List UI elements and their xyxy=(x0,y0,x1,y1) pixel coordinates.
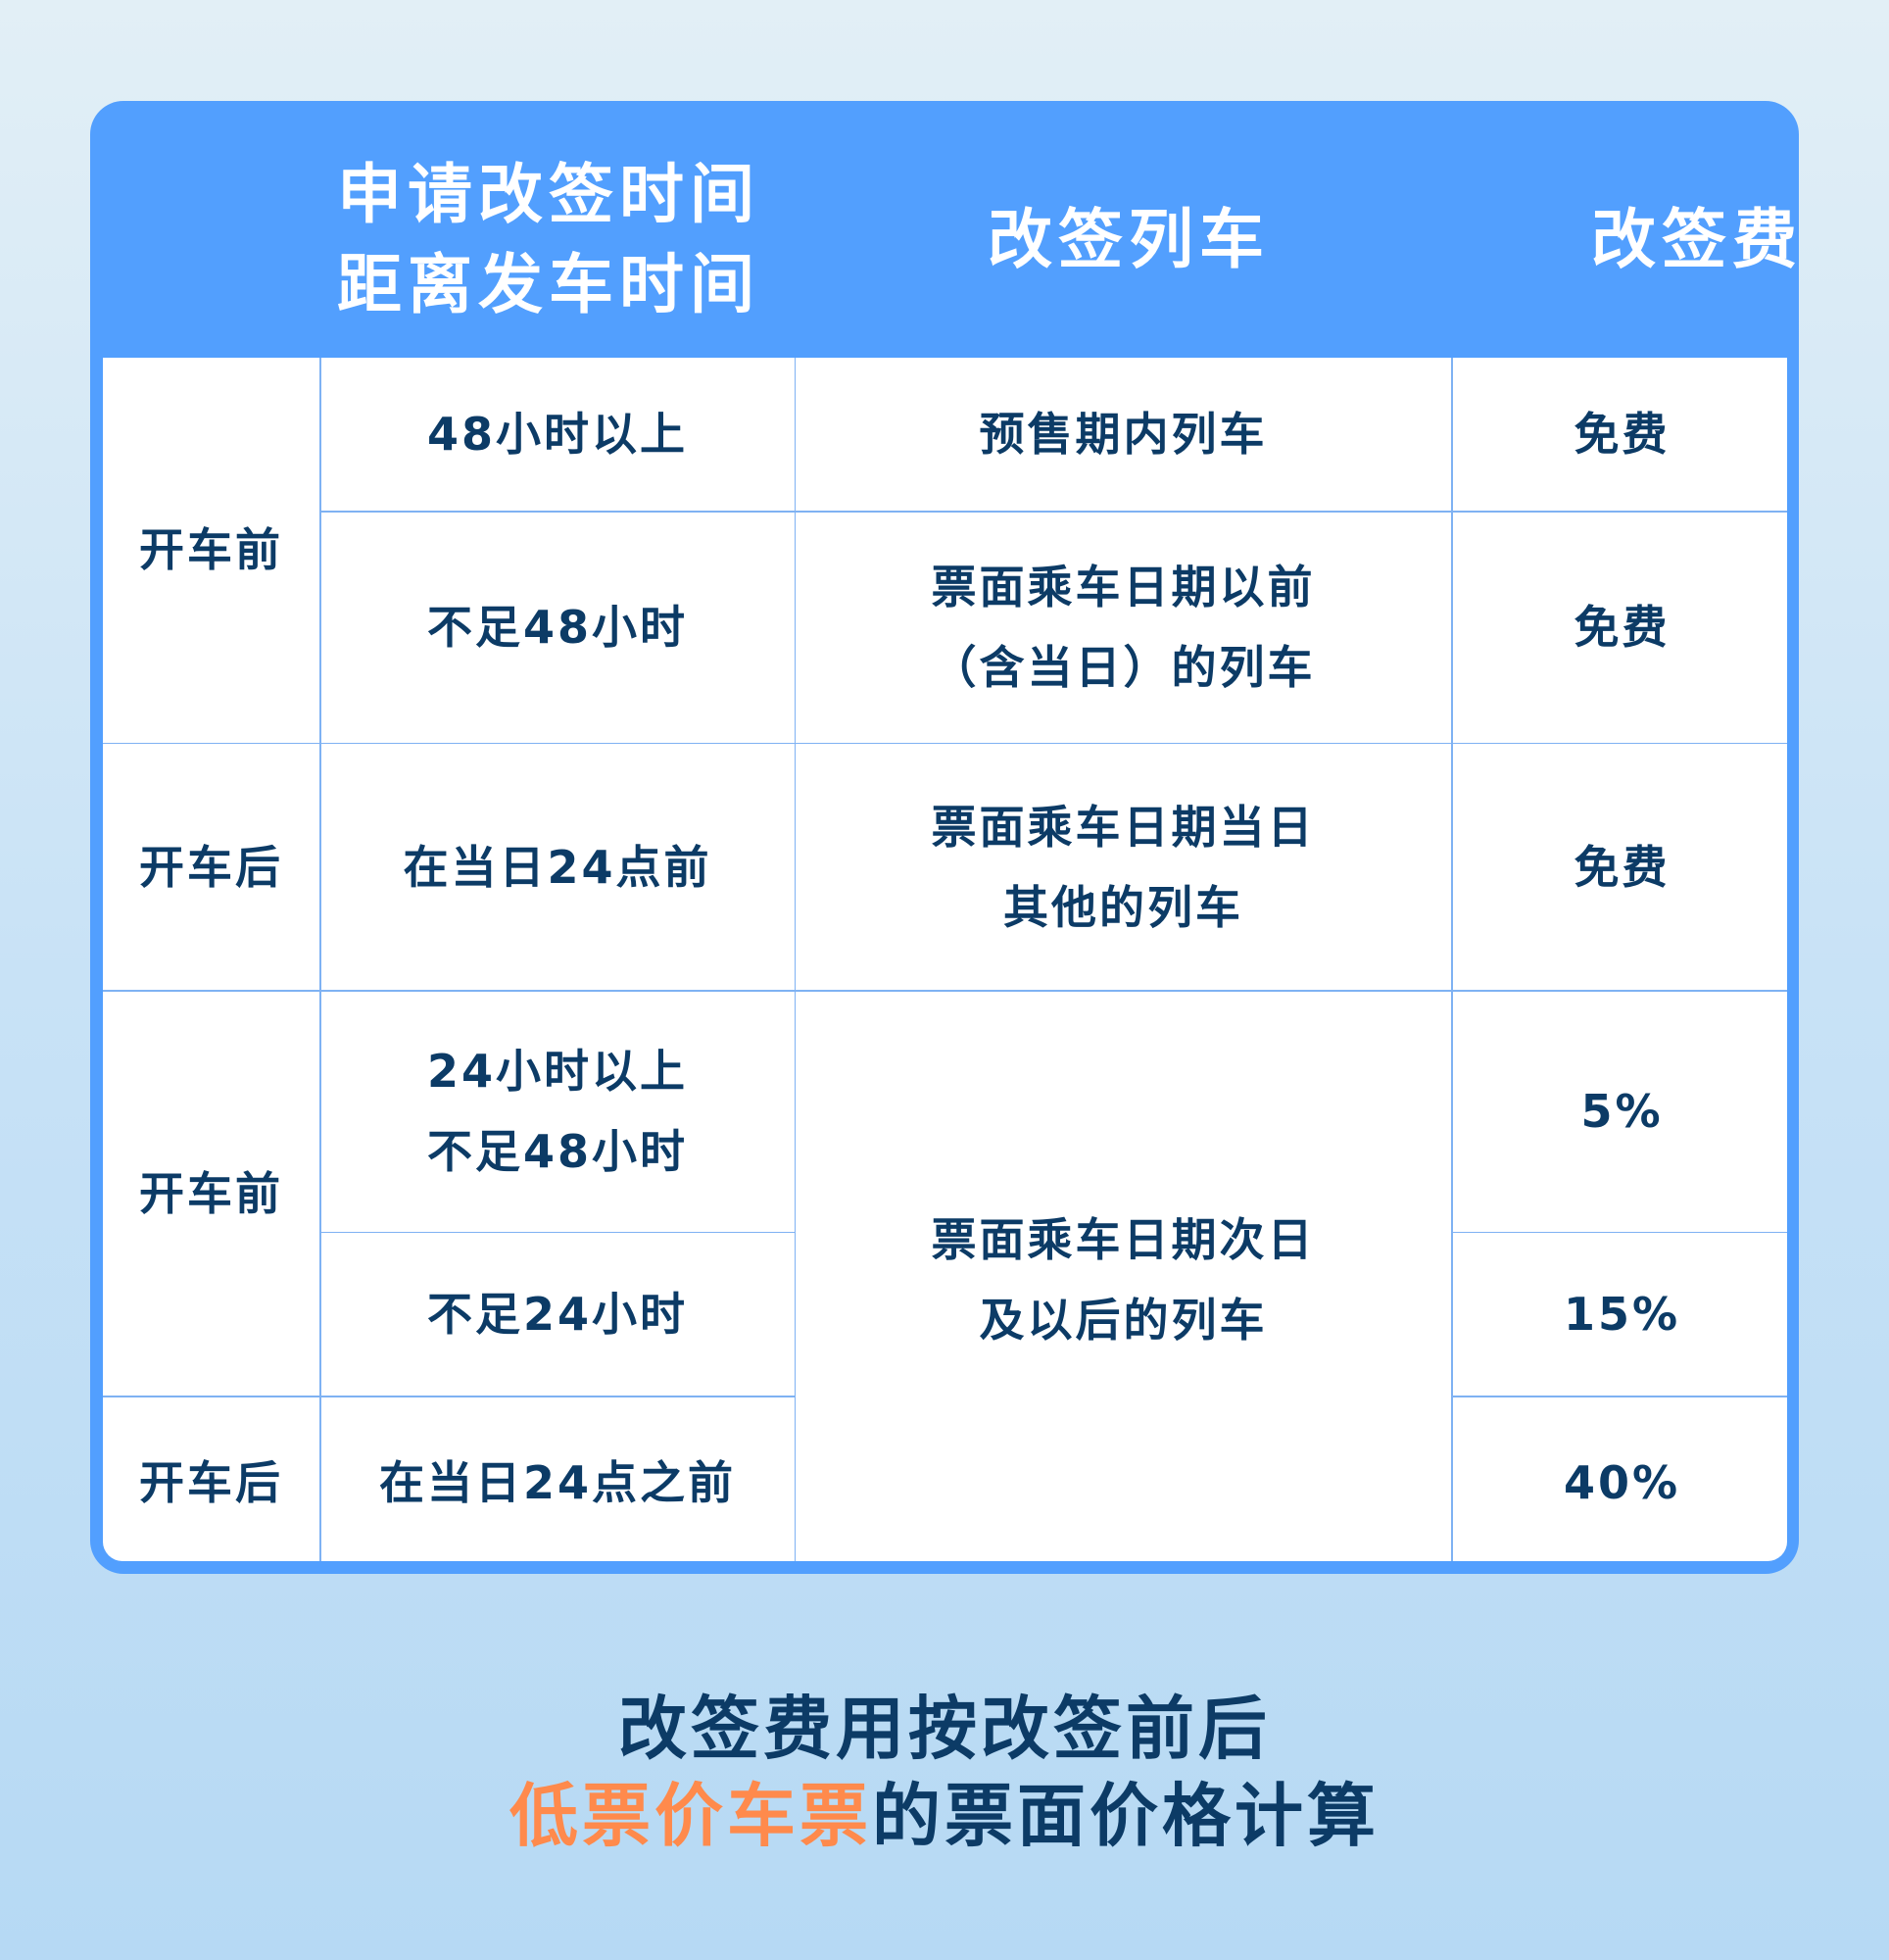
train-line: 票面乘车日期次日 xyxy=(931,1213,1316,1266)
footer-line1: 改签费用按改签前后 xyxy=(618,1689,1271,1769)
train-line: 其他的列车 xyxy=(1003,880,1243,934)
time-cell: 48小时以上 xyxy=(320,358,795,511)
train-line: 及以后的列车 xyxy=(979,1294,1268,1347)
header-train: 改签列车 xyxy=(988,202,1270,277)
train-cell: 票面乘车日期次日 及以后的列车 xyxy=(796,991,1451,1561)
time-cell: 不足48小时 xyxy=(320,512,795,743)
group-label: 开车前 xyxy=(103,358,319,743)
fee-cell: 5% xyxy=(1452,991,1787,1232)
fee-cell: 免费 xyxy=(1452,512,1787,743)
fee-cell: 免费 xyxy=(1452,744,1787,990)
time-cell: 在当日24点前 xyxy=(320,744,795,990)
fee-cell: 免费 xyxy=(1452,358,1787,511)
header-fee: 改签费 xyxy=(1591,202,1803,277)
time-cell: 在当日24点之前 xyxy=(320,1396,795,1561)
time-cell: 不足24小时 xyxy=(320,1233,795,1396)
train-cell: 票面乘车日期当日 其他的列车 xyxy=(796,744,1451,990)
footer-line2: 低票价车票的票面价格计算 xyxy=(0,1761,1889,1860)
fee-table-card: 申请改签时间 距离发车时间 改签列车 改签费 开车前 48小时以上 预售期内列车… xyxy=(90,101,1799,1574)
time-line: 24小时以上 xyxy=(426,1045,688,1098)
fee-table: 开车前 48小时以上 预售期内列车 免费 不足48小时 票面乘车日期以前 （含当… xyxy=(103,358,1787,1561)
footer-highlight: 低票价车票 xyxy=(509,1776,872,1856)
group-label: 开车前 xyxy=(103,991,319,1396)
train-line: （含当日）的列车 xyxy=(931,641,1316,694)
time-cell: 24小时以上 不足48小时 xyxy=(320,991,795,1232)
header-time: 申请改签时间 距离发车时间 xyxy=(304,150,794,330)
footer-rest: 的票面价格计算 xyxy=(872,1776,1380,1856)
group-label: 开车后 xyxy=(103,1396,319,1561)
train-cell: 预售期内列车 xyxy=(796,358,1451,511)
train-line: 票面乘车日期以前 xyxy=(931,561,1316,613)
group-label: 开车后 xyxy=(103,744,319,990)
header-time-line2: 距离发车时间 xyxy=(337,247,760,322)
train-cell: 票面乘车日期以前 （含当日）的列车 xyxy=(796,512,1451,743)
fee-cell: 15% xyxy=(1452,1233,1787,1396)
header-time-line1: 申请改签时间 xyxy=(337,157,760,232)
train-line: 票面乘车日期当日 xyxy=(931,800,1316,854)
fee-cell: 40% xyxy=(1452,1396,1787,1561)
time-line: 不足48小时 xyxy=(426,1125,688,1178)
